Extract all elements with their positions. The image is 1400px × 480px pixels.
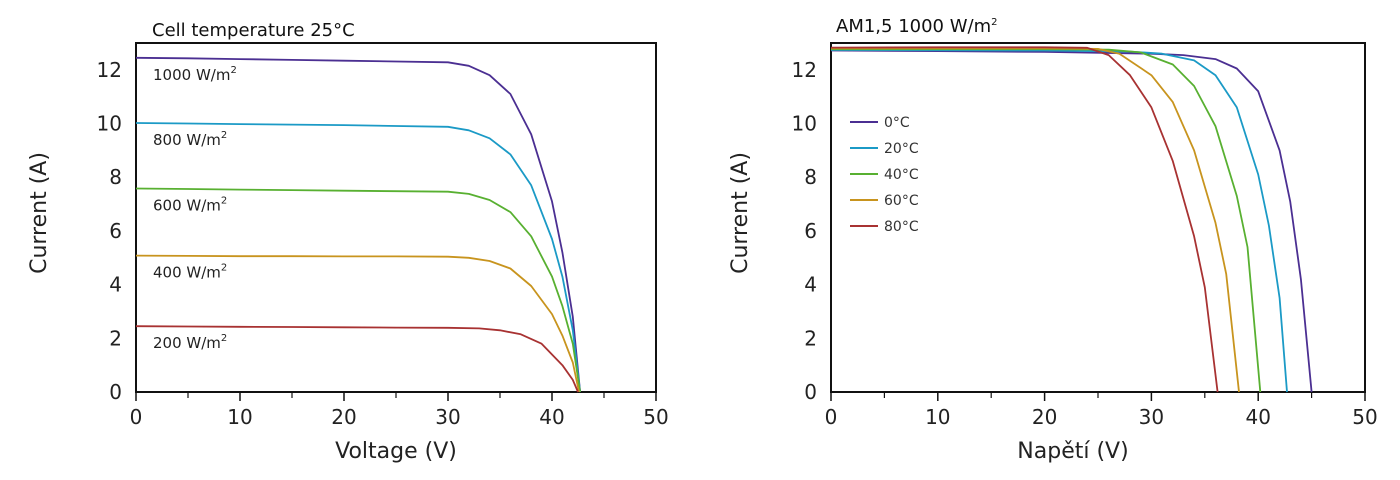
chart-left-axes: 0 10 20 30 40 50 0 2 4 6 8 10 12 [97, 42, 669, 429]
chart-left-y-tick-label: 12 [97, 58, 122, 82]
chart-right-legend-label: 80°C [884, 219, 919, 235]
chart-right-series-line-4 [830, 46, 1219, 393]
chart-right-y-tick-label: 0 [804, 380, 817, 404]
chart-left-curve-label: 600 W/m2 [153, 196, 227, 215]
chart-right-title-main: AM1,5 1000 W/m [836, 16, 991, 37]
chart-right-x-tick-label: 50 [1352, 405, 1377, 429]
chart-left-curve-label: 200 W/m2 [153, 333, 227, 352]
chart-left-series-line-3 [135, 254, 580, 393]
chart-right-y-tick-label: 6 [804, 219, 817, 243]
chart-left-x-tick-label: 20 [331, 405, 356, 429]
chart-right-x-tick-label: 0 [825, 405, 838, 429]
chart-right-axes: 0 10 20 30 40 50 0 2 4 6 8 10 12 [792, 42, 1378, 429]
chart-left: Cell temperature 25°C 0 10 20 30 40 50 0 2 4 6 8 10… [27, 20, 669, 464]
chart-left-series-line-2 [135, 187, 581, 393]
chart-left-curve-label-sup: 2 [221, 196, 227, 207]
chart-right-legend-label: 0°C [884, 115, 910, 131]
chart-right-title: AM1,5 1000 W/m2 [836, 16, 998, 37]
chart-left-curve-label-main: 400 W/m [153, 264, 221, 282]
chart-left-curve-label-sup: 2 [221, 263, 227, 274]
chart-right-series-line-0 [830, 49, 1313, 393]
chart-left-curve-label-main: 800 W/m [153, 131, 221, 149]
chart-left-curve-label-sup: 2 [221, 130, 227, 141]
chart-right-x-tick-label: 30 [1139, 405, 1164, 429]
chart-right-legend: 0°C 20°C 40°C 60°C 80°C [850, 115, 919, 235]
chart-left-y-tick-label: 8 [109, 165, 122, 189]
chart-left-curve-label-main: 1000 W/m [153, 66, 230, 84]
chart-left-x-tick-label: 30 [435, 405, 460, 429]
chart-right-series-line-3 [831, 47, 1240, 393]
chart-left-x-axis-label: Voltage (V) [335, 439, 457, 464]
chart-left-curve-label: 1000 W/m2 [153, 65, 237, 84]
chart-left-series-line-1 [135, 122, 581, 393]
chart-left-curve-label-sup: 2 [221, 333, 227, 344]
chart-left-series-line-4 [135, 325, 579, 393]
chart-right-legend-label: 60°C [884, 193, 919, 209]
chart-left-y-tick-label: 6 [109, 219, 122, 243]
chart-right-legend-label: 40°C [884, 167, 919, 183]
chart-right-curves [830, 46, 1313, 393]
chart-right-x-tick-label: 40 [1245, 405, 1270, 429]
chart-right-title-sup: 2 [991, 17, 997, 28]
chart-left-y-tick-label: 2 [109, 326, 122, 350]
chart-right-y-tick-label: 12 [792, 58, 817, 82]
chart-left-curve-label: 400 W/m2 [153, 263, 227, 282]
chart-left-x-tick-label: 0 [130, 405, 143, 429]
chart-left-curve-label: 800 W/m2 [153, 130, 227, 149]
chart-left-curve-label-main: 600 W/m [153, 197, 221, 215]
chart-left-y-axis-label: Current (A) [27, 152, 52, 274]
chart-right-x-tick-label: 20 [1032, 405, 1057, 429]
chart-left-y-tick-label: 0 [109, 380, 122, 404]
chart-left-series-line-0 [135, 56, 581, 393]
chart-right-legend-label: 20°C [884, 141, 919, 157]
chart-left-curves [135, 56, 581, 393]
chart-left-curve-label-sup: 2 [230, 65, 236, 76]
chart-right-plot-frame [830, 42, 1366, 393]
chart-right-x-tick-label: 10 [925, 405, 950, 429]
chart-left-x-tick-label: 40 [539, 405, 564, 429]
chart-right-y-tick-label: 4 [804, 273, 817, 297]
chart-right-y-tick-label: 8 [804, 165, 817, 189]
chart-left-title: Cell temperature 25°C [152, 20, 355, 41]
chart-right-x-axis-label: Napětí (V) [1017, 439, 1128, 464]
chart-right-y-tick-label: 10 [792, 112, 817, 136]
chart-left-x-tick-label: 50 [643, 405, 668, 429]
chart-left-y-tick-label: 4 [109, 273, 122, 297]
chart-right-y-axis-label: Current (A) [728, 152, 753, 274]
chart-left-curve-label-main: 200 W/m [153, 334, 221, 352]
chart-right-y-tick-label: 2 [804, 326, 817, 350]
chart-left-x-tick-label: 10 [227, 405, 252, 429]
chart-right-series-line-1 [830, 49, 1288, 393]
chart-left-y-tick-label: 10 [97, 112, 122, 136]
